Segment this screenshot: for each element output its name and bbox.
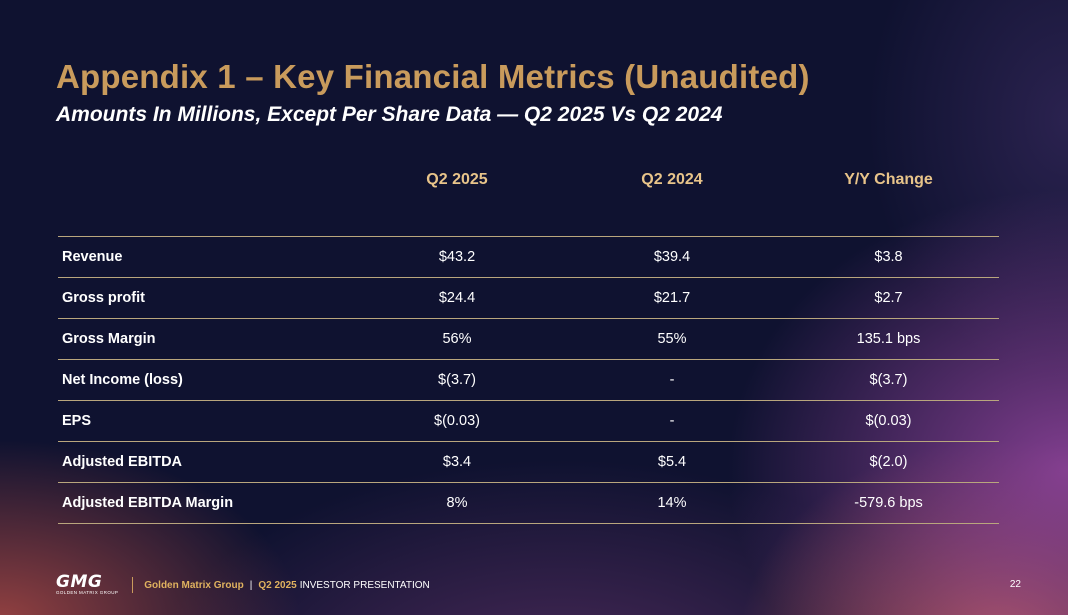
table-row: EPS $(0.03) - $(0.03)	[58, 400, 999, 442]
footer-divider	[132, 577, 134, 593]
metric-label: Adjusted EBITDA	[58, 441, 348, 483]
cell-yy-change: $(0.03)	[778, 400, 999, 442]
cell-q2-2024: $21.7	[566, 277, 778, 319]
footer-company: Golden Matrix Group	[144, 579, 244, 591]
header-q2-2025: Q2 2025	[426, 171, 488, 188]
table-row: Gross Margin 56% 55% 135.1 bps	[58, 318, 999, 360]
footer-separator: |	[249, 579, 253, 591]
metric-label: Gross Margin	[58, 318, 348, 360]
cell-yy-change: 135.1 bps	[778, 318, 999, 360]
page-number: 22	[1009, 579, 1021, 590]
cell-q2-2025: $(3.7)	[348, 359, 566, 401]
table-body: Revenue $43.2 $39.4 $3.8 Gross profit $24.4 $2…	[58, 236, 999, 524]
cell-yy-change: $(3.7)	[778, 359, 999, 401]
table-row: Adjusted EBITDA $3.4 $5.4 $(2.0)	[58, 441, 999, 483]
cell-yy-change: $(2.0)	[778, 441, 999, 483]
footer: GMG GOLDEN MATRIX GROUP Golden Matrix Gr…	[56, 574, 430, 596]
cell-q2-2024: 14%	[566, 482, 778, 524]
cell-q2-2024: $39.4	[566, 236, 778, 278]
table-header-row: Q2 2025 Q2 2024 Y/Y Change	[58, 160, 999, 200]
metric-label: Adjusted EBITDA Margin	[58, 482, 348, 524]
header-yy-change: Y/Y Change	[844, 171, 933, 188]
slide-title: Appendix 1 – Key Financial Metrics (Unau…	[56, 58, 810, 95]
cell-yy-change: -579.6 bps	[778, 482, 999, 524]
metric-label: Net Income (loss)	[58, 359, 348, 401]
slide-subtitle: Amounts In Millions, Except Per Share Da…	[56, 103, 723, 126]
table-row: Net Income (loss) $(3.7) - $(3.7)	[58, 359, 999, 401]
table-row: Revenue $43.2 $39.4 $3.8	[58, 236, 999, 278]
gmg-logo: GMG GOLDEN MATRIX GROUP	[56, 574, 118, 596]
cell-q2-2025: $43.2	[348, 236, 566, 278]
table-row: Adjusted EBITDA Margin 8% 14% -579.6 bps	[58, 482, 999, 524]
table-row: Gross profit $24.4 $21.7 $2.7	[58, 277, 999, 319]
metric-label: Revenue	[58, 236, 348, 278]
cell-q2-2024: -	[566, 400, 778, 442]
header-q2-2024: Q2 2024	[641, 171, 703, 188]
cell-q2-2025: $3.4	[348, 441, 566, 483]
logo-subtext: GOLDEN MATRIX GROUP	[56, 590, 119, 595]
cell-q2-2025: $(0.03)	[348, 400, 566, 442]
header-metric	[58, 160, 348, 200]
header-spacer	[58, 200, 999, 237]
cell-q2-2024: -	[566, 359, 778, 401]
cell-q2-2024: $5.4	[566, 441, 778, 483]
cell-q2-2024: 55%	[566, 318, 778, 360]
footer-presentation: INVESTOR PRESENTATION	[299, 579, 430, 591]
cell-yy-change: $2.7	[778, 277, 999, 319]
metric-label: Gross profit	[58, 277, 348, 319]
cell-q2-2025: 8%	[348, 482, 566, 524]
metric-label: EPS	[58, 400, 348, 442]
cell-q2-2025: 56%	[348, 318, 566, 360]
financial-metrics-table: Q2 2025 Q2 2024 Y/Y Change Revenue $43.2 $…	[58, 160, 999, 524]
cell-q2-2025: $24.4	[348, 277, 566, 319]
footer-quarter: Q2 2025	[258, 579, 297, 591]
cell-yy-change: $3.8	[778, 236, 999, 278]
logo-mark: GMG	[56, 572, 103, 592]
